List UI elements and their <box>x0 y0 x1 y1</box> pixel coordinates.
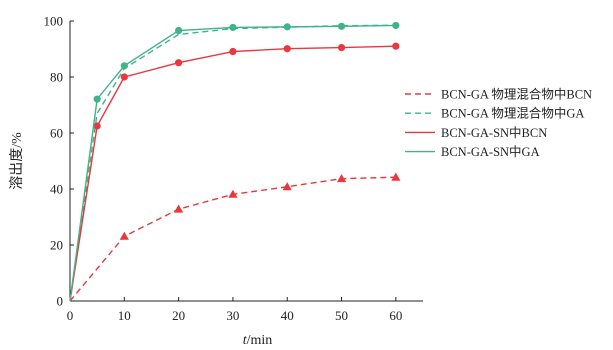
series-4 <box>69 21 400 302</box>
data-point <box>120 73 128 81</box>
series-3 <box>69 42 400 302</box>
data-point <box>336 174 347 183</box>
legend-label: BCN-GA-SN中BCN <box>441 125 547 140</box>
data-point <box>119 231 129 240</box>
data-point <box>392 21 400 30</box>
legend-label: BCN-GA 物理混合物中GA <box>441 106 584 121</box>
y-tick-label: 0 <box>57 294 64 309</box>
legend-label: BCN-GA-SN中GA <box>441 144 540 159</box>
y-axis-title: 溶出度/% <box>9 132 25 190</box>
data-point <box>229 47 237 56</box>
series-line <box>69 24 396 302</box>
data-point <box>229 23 237 32</box>
legend-item: BCN-GA 物理混合物中BCN <box>405 87 592 102</box>
x-tick-label: 0 <box>67 308 74 323</box>
data-point <box>174 204 184 213</box>
data-point <box>283 23 291 31</box>
series-2 <box>69 24 396 302</box>
data-point <box>391 172 401 181</box>
series-1 <box>69 172 401 302</box>
x-tick-label: 30 <box>226 308 239 323</box>
data-point <box>283 45 291 53</box>
x-tick-label: 40 <box>281 308 294 323</box>
data-point <box>175 26 183 35</box>
y-tick-label: 40 <box>50 182 63 197</box>
legend-item: BCN-GA-SN中BCN <box>405 125 547 140</box>
legend-item: BCN-GA-SN中GA <box>405 144 540 159</box>
legend: BCN-GA 物理混合物中BCN BCN-GA 物理混合物中GA BCN-GA-SN… <box>405 87 592 159</box>
series-line <box>69 45 396 302</box>
y-tick-label: 80 <box>50 70 63 85</box>
y-tick-label: 60 <box>50 126 63 141</box>
data-point <box>175 59 183 67</box>
axes: 0 20 40 60 80 100 0 10 20 30 40 50 60 <box>44 14 423 323</box>
data-point <box>337 22 346 30</box>
data-point <box>93 95 101 103</box>
x-tick-label: 20 <box>172 308 185 323</box>
data-point <box>120 62 128 70</box>
data-point <box>392 42 400 50</box>
series-line <box>69 24 396 302</box>
data-point <box>93 122 101 130</box>
x-tick-label: 60 <box>389 308 402 323</box>
x-tick-label: 10 <box>118 308 131 323</box>
data-point <box>282 182 292 191</box>
series-layer <box>69 21 401 302</box>
x-axis-title: t/min <box>243 333 273 348</box>
y-tick-label: 20 <box>50 238 63 253</box>
data-point <box>228 189 238 198</box>
legend-label: BCN-GA 物理混合物中BCN <box>441 87 592 102</box>
x-tick-label: 50 <box>335 308 348 323</box>
y-tick-label: 100 <box>44 14 64 29</box>
legend-item: BCN-GA 物理混合物中GA <box>405 106 584 121</box>
data-point <box>337 44 346 52</box>
